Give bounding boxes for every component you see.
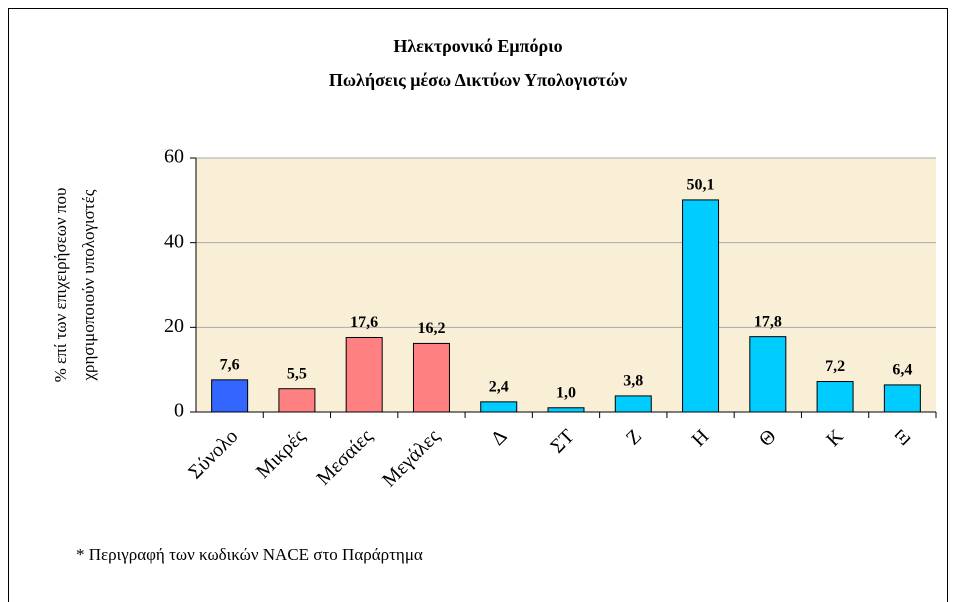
y-axis-label: χρησιμοποιούν υπολογιστές bbox=[79, 189, 98, 381]
y-tick-label: 0 bbox=[174, 400, 184, 422]
chart-subtitle: Πωλήσεις μέσω Δικτύων Υπολογιστών bbox=[329, 70, 627, 90]
x-tick-label: Θ bbox=[755, 425, 781, 451]
value-label: 50,1 bbox=[687, 177, 715, 194]
chart-border bbox=[8, 8, 948, 602]
value-label: 6,4 bbox=[892, 362, 912, 379]
bar bbox=[211, 379, 249, 413]
value-label: 3,8 bbox=[623, 373, 643, 390]
x-tick-label: Ζ bbox=[622, 425, 646, 449]
plot-area bbox=[196, 158, 936, 412]
bar bbox=[480, 401, 518, 413]
x-tick-label: ΣΤ bbox=[546, 425, 578, 457]
x-tick-label: Η bbox=[688, 425, 714, 451]
value-label: 2,4 bbox=[489, 379, 509, 396]
bar bbox=[412, 342, 450, 413]
x-tick-label: Μικρές bbox=[252, 425, 310, 483]
bar bbox=[547, 407, 585, 413]
value-label: 7,2 bbox=[825, 358, 845, 375]
bar bbox=[682, 199, 720, 413]
y-tick-label: 20 bbox=[164, 315, 184, 337]
x-tick-label: Ξ bbox=[890, 425, 915, 450]
bar bbox=[816, 381, 854, 413]
value-label: 7,6 bbox=[220, 356, 240, 373]
value-label: 16,2 bbox=[417, 320, 445, 337]
bar bbox=[278, 388, 316, 413]
x-tick-label: Σύνολο bbox=[184, 425, 242, 483]
value-label: 1,0 bbox=[556, 384, 576, 401]
bar bbox=[345, 336, 383, 413]
bar bbox=[614, 395, 652, 413]
value-label: 17,6 bbox=[350, 314, 378, 331]
y-tick-label: 60 bbox=[164, 146, 184, 168]
bar bbox=[749, 336, 787, 413]
x-tick-label: Κ bbox=[822, 425, 848, 451]
bar bbox=[883, 384, 921, 413]
x-tick-label: Δ bbox=[487, 425, 512, 450]
value-label: 5,5 bbox=[287, 365, 307, 382]
x-tick-label: Μεσαίες bbox=[313, 425, 378, 490]
x-tick-label: Μεγάλες bbox=[378, 425, 444, 491]
y-axis-label: % επί των επιχειρήσεων που bbox=[51, 188, 70, 383]
chart-title: Ηλεκτρονικό Εμπόριο bbox=[393, 36, 562, 56]
footnote: * Περιγραφή των κωδικών NACE στο Παράρτη… bbox=[76, 545, 423, 564]
y-tick-label: 40 bbox=[164, 230, 184, 252]
value-label: 17,8 bbox=[754, 313, 782, 330]
